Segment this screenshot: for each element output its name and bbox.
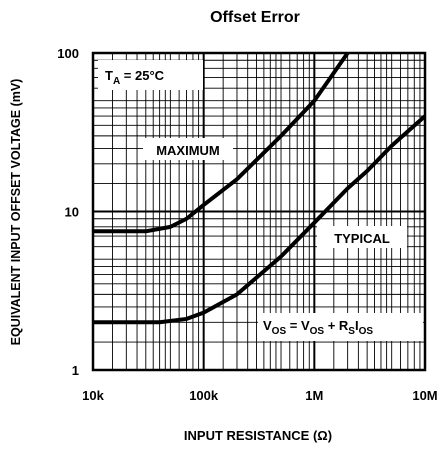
x-tick-label: 1M (305, 388, 323, 403)
annotation-part: A (113, 76, 120, 87)
chart-title: Offset Error (210, 9, 300, 26)
x-axis-label: INPUT RESISTANCE (Ω) (184, 428, 332, 443)
annotation-part: = 25°C (120, 68, 164, 83)
annotation-part: I (355, 318, 359, 333)
annotation-box (258, 313, 423, 341)
y-tick-label: 10 (65, 205, 79, 220)
series-label: MAXIMUM (156, 143, 220, 158)
data-line (93, 114, 427, 325)
series-label: TYPICAL (334, 231, 390, 246)
annotation-part: S (348, 326, 355, 337)
series-label-box (143, 138, 233, 160)
annotation-part: V (263, 318, 272, 333)
x-tick-label: 10M (412, 388, 437, 403)
annotation-part: OS (359, 326, 374, 337)
y-tick-label: 100 (57, 46, 79, 61)
series-label-box (317, 226, 407, 248)
annotation-part: + R (324, 318, 349, 333)
x-tick-label: 100k (189, 388, 219, 403)
annotation-box (98, 60, 203, 90)
x-tick-label: 10k (82, 388, 104, 403)
annotation-part: OS (272, 326, 287, 337)
annotation-part: = V (286, 318, 310, 333)
data-line (93, 51, 350, 234)
annotation-part: OS (310, 326, 325, 337)
plot-frame (91, 51, 427, 372)
y-tick-label: 1 (72, 363, 79, 378)
annotation-part: T (105, 68, 113, 83)
annotation: TA = 25°C (105, 68, 165, 87)
annotation: VOS = VOS + RSIOS (263, 318, 373, 337)
y-axis-label: EQUIVALENT INPUT OFFSET VOLTAGE (mV) (9, 79, 23, 346)
